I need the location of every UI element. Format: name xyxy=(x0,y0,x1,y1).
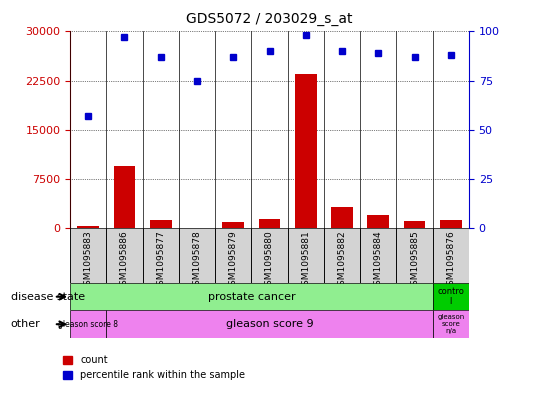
FancyBboxPatch shape xyxy=(360,228,396,283)
Bar xyxy=(295,74,316,228)
Bar xyxy=(440,220,462,228)
Text: disease state: disease state xyxy=(11,292,85,302)
FancyBboxPatch shape xyxy=(106,310,433,338)
Text: gleason score 9: gleason score 9 xyxy=(226,319,313,329)
FancyBboxPatch shape xyxy=(70,228,106,283)
Bar xyxy=(331,207,353,228)
FancyBboxPatch shape xyxy=(433,283,469,310)
Bar xyxy=(259,219,280,228)
FancyBboxPatch shape xyxy=(106,228,143,283)
Title: GDS5072 / 203029_s_at: GDS5072 / 203029_s_at xyxy=(186,12,353,26)
Text: GSM1095884: GSM1095884 xyxy=(374,231,383,291)
FancyBboxPatch shape xyxy=(433,310,469,338)
Text: GSM1095880: GSM1095880 xyxy=(265,231,274,292)
Text: GSM1095885: GSM1095885 xyxy=(410,231,419,292)
FancyBboxPatch shape xyxy=(324,228,360,283)
Legend: count, percentile rank within the sample: count, percentile rank within the sample xyxy=(59,352,249,384)
FancyBboxPatch shape xyxy=(396,228,433,283)
FancyBboxPatch shape xyxy=(143,228,179,283)
Text: other: other xyxy=(11,319,40,329)
Bar xyxy=(223,222,244,228)
Text: GSM1095883: GSM1095883 xyxy=(84,231,93,292)
Text: prostate cancer: prostate cancer xyxy=(208,292,295,302)
Text: gleason score 8: gleason score 8 xyxy=(58,320,118,329)
FancyBboxPatch shape xyxy=(215,228,251,283)
Bar xyxy=(150,220,171,228)
FancyBboxPatch shape xyxy=(70,310,106,338)
Text: GSM1095877: GSM1095877 xyxy=(156,231,165,292)
Text: GSM1095878: GSM1095878 xyxy=(192,231,202,292)
Text: GSM1095882: GSM1095882 xyxy=(337,231,347,291)
FancyBboxPatch shape xyxy=(179,228,215,283)
Text: GSM1095876: GSM1095876 xyxy=(446,231,455,292)
Text: GSM1095879: GSM1095879 xyxy=(229,231,238,292)
FancyBboxPatch shape xyxy=(288,228,324,283)
Text: GSM1095886: GSM1095886 xyxy=(120,231,129,292)
Bar xyxy=(114,166,135,228)
FancyBboxPatch shape xyxy=(433,228,469,283)
FancyBboxPatch shape xyxy=(70,283,433,310)
Bar xyxy=(368,215,389,228)
Text: gleason
score
n/a: gleason score n/a xyxy=(437,314,465,334)
Bar xyxy=(77,226,99,228)
Text: contro
l: contro l xyxy=(437,287,464,307)
Bar xyxy=(404,221,425,228)
FancyBboxPatch shape xyxy=(251,228,288,283)
Text: GSM1095881: GSM1095881 xyxy=(301,231,310,292)
